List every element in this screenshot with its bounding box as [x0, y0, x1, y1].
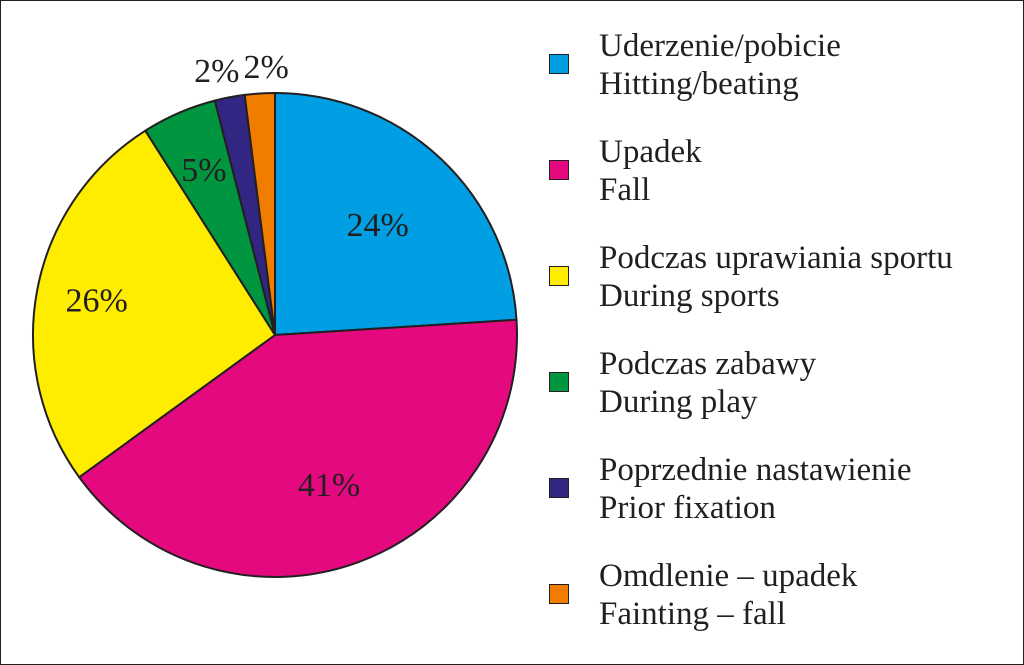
legend-item-fall: Upadek Fall	[549, 133, 1019, 239]
legend-text: Upadek Fall	[599, 133, 702, 209]
slice-value-label: 2%	[244, 49, 289, 86]
pie-slice	[32, 129, 276, 479]
legend-swatch	[549, 266, 569, 286]
legend-label-pl: Upadek	[599, 134, 702, 170]
slice-value-label: 2%	[194, 53, 239, 90]
legend-label-en: Fainting – fall	[599, 596, 786, 632]
legend-swatch	[549, 372, 569, 392]
slice-value-label: 24%	[347, 207, 409, 244]
pie-chart: 24% 41% 26% 5% 2% 2%	[32, 49, 518, 578]
pie-slice	[243, 92, 276, 336]
legend-item-during-play: Podczas zabawy During play	[549, 345, 1019, 451]
legend-text: Omdlenie – upadek Fainting – fall	[599, 557, 857, 633]
pie-slice	[274, 92, 518, 336]
legend-text: Uderzenie/pobicie Hitting/beating	[599, 27, 841, 103]
legend-swatch	[549, 160, 569, 180]
legend-item-hitting-beating: Uderzenie/pobicie Hitting/beating	[549, 27, 1019, 133]
legend-label-en: During sports	[599, 278, 780, 314]
legend-swatch	[549, 54, 569, 74]
legend-label-pl: Uderzenie/pobicie	[599, 28, 841, 64]
legend-item-prior-fixation: Poprzednie nastawienie Prior fixation	[549, 451, 1019, 557]
legend-label-pl: Omdlenie – upadek	[599, 558, 858, 594]
legend-text: Poprzednie nastawienie Prior fixation	[599, 451, 911, 527]
legend-text: Podczas uprawiania sportu During sports	[599, 239, 953, 315]
slice-value-label: 26%	[66, 283, 128, 320]
legend: Uderzenie/pobicie Hitting/beating Upadek…	[549, 27, 1019, 663]
legend-label-pl: Poprzednie nastawienie	[599, 452, 912, 488]
legend-label-pl: Podczas uprawiania sportu	[599, 240, 953, 276]
legend-swatch	[549, 584, 569, 604]
slice-value-label: 5%	[181, 152, 226, 189]
pie-slice	[78, 318, 518, 578]
legend-label-en: Hitting/beating	[599, 66, 799, 102]
slice-value-label: 41%	[298, 467, 360, 504]
legend-label-en: During play	[599, 384, 758, 420]
legend-label-pl: Podczas zabawy	[599, 346, 817, 382]
legend-label-en: Fall	[599, 172, 651, 208]
legend-swatch	[549, 478, 569, 498]
legend-item-fainting-fall: Omdlenie – upadek Fainting – fall	[549, 557, 1019, 663]
legend-text: Podczas zabawy During play	[599, 345, 816, 421]
legend-label-en: Prior fixation	[599, 490, 776, 526]
legend-item-during-sports: Podczas uprawiania sportu During sports	[549, 239, 1019, 345]
